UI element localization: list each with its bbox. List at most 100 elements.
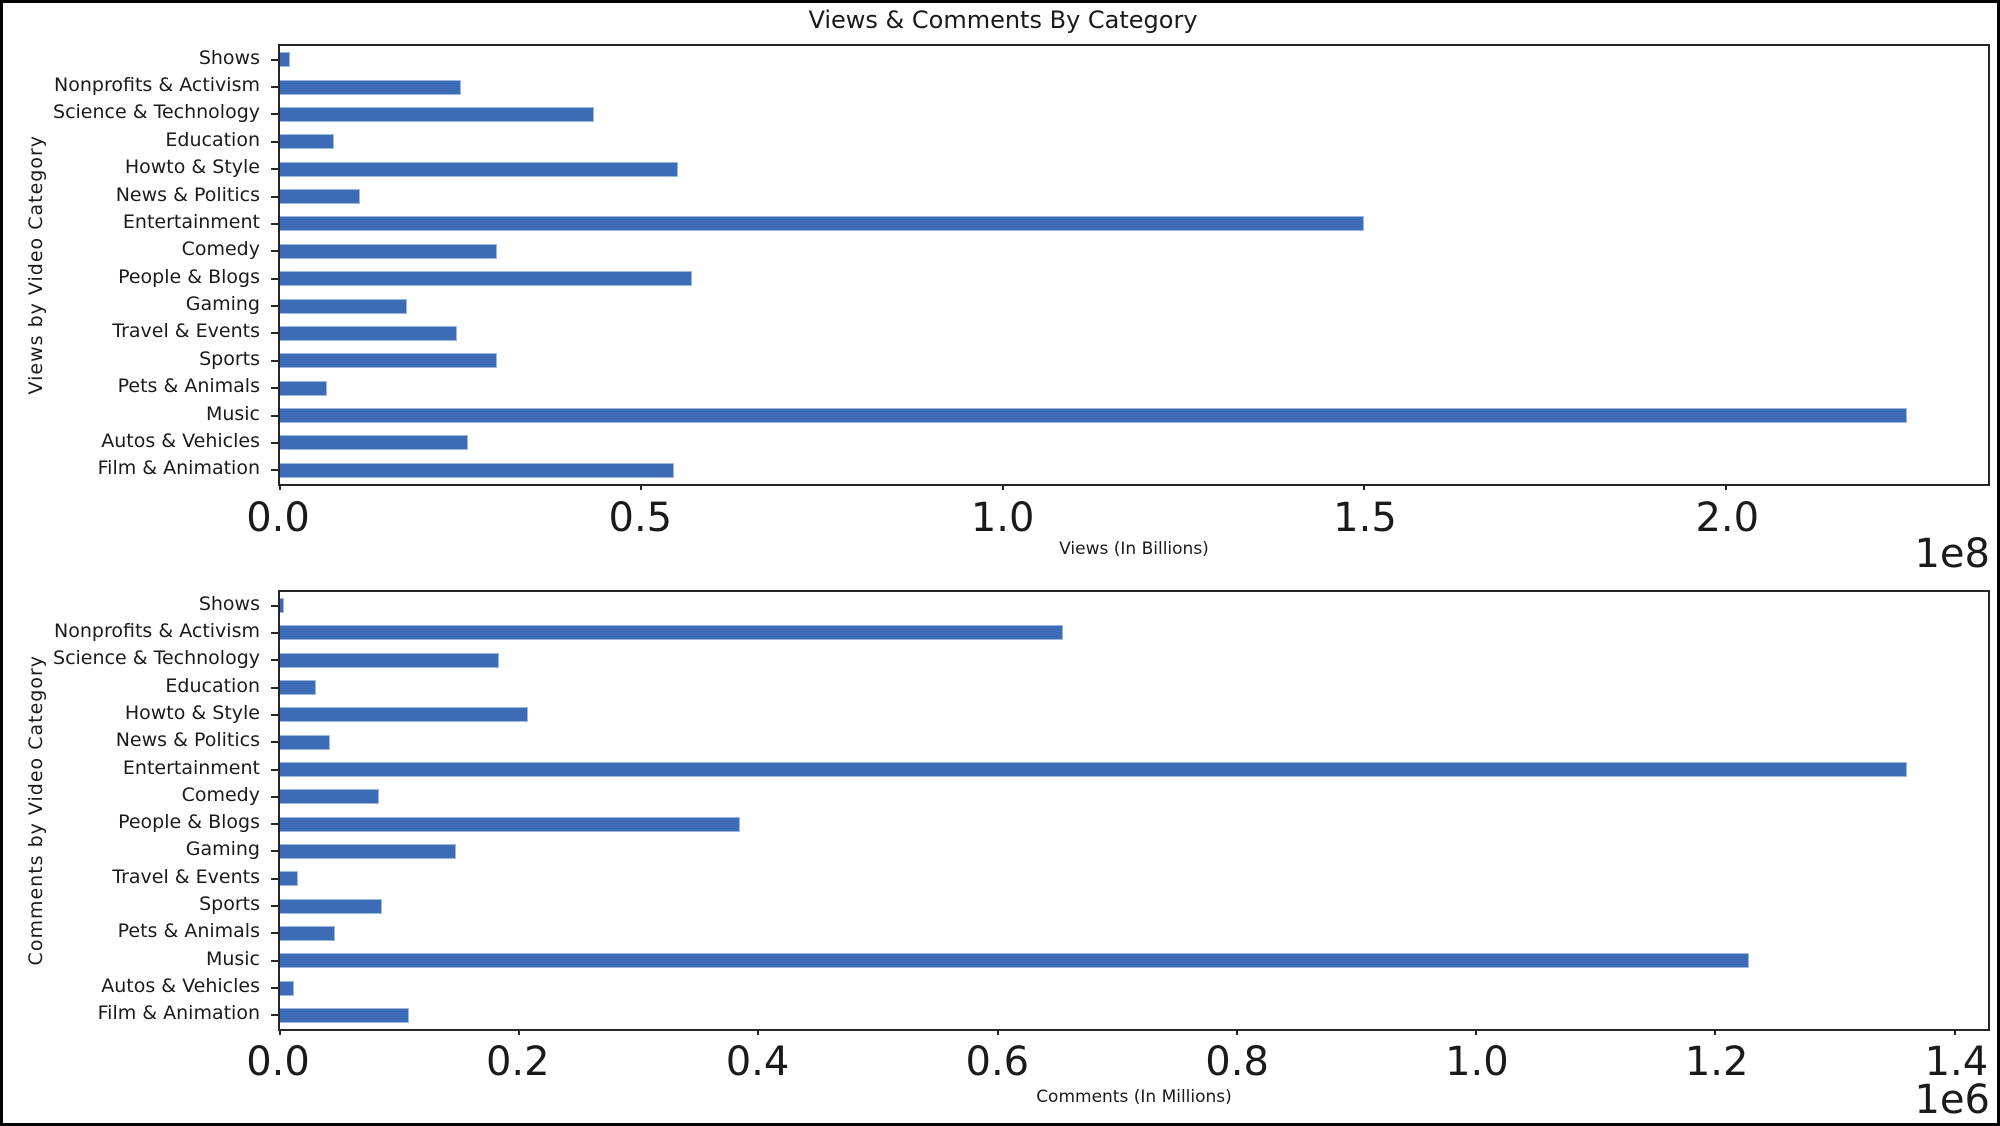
bar-education bbox=[280, 680, 316, 696]
x-tick-mark-2.0 bbox=[1724, 484, 1727, 490]
comments-plot-area bbox=[271, 590, 1990, 1035]
bar-entertainment bbox=[280, 762, 1907, 778]
bar-howto-and-style bbox=[280, 161, 678, 177]
y-tick-mark-pets-and-animals bbox=[271, 387, 278, 390]
y-tick-mark-comedy bbox=[271, 250, 278, 253]
x-tick-mark-1.4 bbox=[1953, 1029, 1956, 1035]
category-label-sports: Sports bbox=[199, 347, 260, 370]
bar-music bbox=[280, 953, 1749, 969]
comments-y-tick-labels: Shows Nonprofits & Activism Science & Tech… bbox=[3, 590, 268, 1031]
bar-pets-and-animals bbox=[280, 380, 327, 396]
x-tick-label-1.5: 1.5 bbox=[1333, 495, 1397, 541]
category-label-people-and-blogs: People & Blogs bbox=[118, 811, 260, 834]
y-tick-mark-gaming bbox=[271, 305, 278, 308]
category-label-music: Music bbox=[205, 402, 260, 425]
y-tick-mark-autos-and-vehicles bbox=[271, 441, 278, 444]
x-tick-label-0.8: 0.8 bbox=[1205, 1039, 1269, 1085]
category-label-education: Education bbox=[165, 674, 260, 697]
category-label-people-and-blogs: People & Blogs bbox=[118, 265, 260, 288]
y-tick-mark-news-and-politics bbox=[271, 195, 278, 198]
y-tick-mark-gaming bbox=[271, 850, 278, 853]
category-label-travel-and-events: Travel & Events bbox=[112, 320, 260, 343]
category-label-pets-and-animals: Pets & Animals bbox=[117, 920, 260, 943]
category-label-comedy: Comedy bbox=[181, 783, 260, 806]
y-tick-mark-science-and-technology bbox=[271, 659, 278, 662]
bar-news-and-politics bbox=[280, 189, 360, 205]
category-label-autos-and-vehicles: Autos & Vehicles bbox=[101, 975, 260, 998]
x-tick-mark-0.6 bbox=[996, 1029, 999, 1035]
category-label-comedy: Comedy bbox=[181, 238, 260, 261]
category-label-entertainment: Entertainment bbox=[122, 210, 260, 233]
x-tick-mark-0.5 bbox=[640, 484, 643, 490]
y-tick-mark-entertainment bbox=[271, 222, 278, 225]
x-tick-label-0.2: 0.2 bbox=[485, 1039, 550, 1085]
y-tick-mark-pets-and-animals bbox=[271, 932, 278, 935]
bar-nonprofits-and-activism bbox=[280, 79, 461, 95]
views-x-axis-title: Views (In Billions) bbox=[1059, 539, 1209, 559]
category-label-film-and-animation: Film & Animation bbox=[97, 457, 260, 480]
bar-travel-and-events bbox=[280, 325, 458, 341]
category-label-shows: Shows bbox=[198, 592, 260, 615]
x-tick-label-0.0: 0.0 bbox=[246, 1039, 310, 1085]
bar-shows bbox=[280, 52, 291, 68]
x-tick-label-0.0: 0.0 bbox=[246, 495, 310, 541]
y-tick-mark-film-and-animation bbox=[271, 1014, 278, 1017]
category-label-howto-and-style: Howto & Style bbox=[124, 156, 260, 179]
y-tick-mark-music bbox=[271, 414, 278, 417]
y-tick-mark-science-and-technology bbox=[271, 113, 278, 116]
x-tick-label-1.0: 1.0 bbox=[970, 495, 1035, 541]
bar-science-and-technology bbox=[280, 106, 595, 122]
x-tick-label-1.4: 1.4 bbox=[1924, 1039, 1989, 1085]
bar-comedy bbox=[280, 243, 497, 259]
bar-pets-and-animals bbox=[280, 925, 336, 941]
category-label-nonprofits-and-activism: Nonprofits & Activism bbox=[54, 619, 260, 642]
y-tick-mark-film-and-animation bbox=[271, 469, 278, 472]
y-tick-mark-howto-and-style bbox=[271, 168, 278, 171]
y-tick-mark-nonprofits-and-activism bbox=[271, 631, 278, 634]
x-tick-mark-0.8 bbox=[1235, 1029, 1238, 1035]
y-tick-mark-people-and-blogs bbox=[271, 823, 278, 826]
category-label-sports: Sports bbox=[199, 893, 260, 916]
y-tick-mark-sports bbox=[271, 359, 278, 362]
y-tick-mark-education bbox=[271, 140, 278, 143]
x-tick-mark-0.2 bbox=[518, 1029, 521, 1035]
bar-sports bbox=[280, 353, 497, 369]
bar-science-and-technology bbox=[280, 652, 499, 668]
bar-film-and-animation bbox=[280, 1007, 410, 1023]
y-tick-mark-autos-and-vehicles bbox=[271, 987, 278, 990]
x-tick-mark-1.0 bbox=[1001, 484, 1004, 490]
chart-title: Views & Comments By Category bbox=[808, 6, 1198, 34]
comments-x-axis-title: Comments (In Millions) bbox=[1036, 1087, 1232, 1107]
category-label-entertainment: Entertainment bbox=[122, 756, 260, 779]
bar-gaming bbox=[280, 843, 456, 859]
category-label-music: Music bbox=[205, 947, 260, 970]
category-label-nonprofits-and-activism: Nonprofits & Activism bbox=[54, 74, 260, 97]
bar-nonprofits-and-activism bbox=[280, 625, 1064, 641]
bar-education bbox=[280, 134, 335, 150]
x-tick-mark-1.0 bbox=[1475, 1029, 1478, 1035]
category-label-education: Education bbox=[165, 128, 260, 151]
y-tick-mark-travel-and-events bbox=[271, 332, 278, 335]
views-plot-area bbox=[271, 44, 1990, 490]
x-tick-mark-0.0 bbox=[279, 1029, 281, 1035]
x-tick-mark-1.5 bbox=[1363, 484, 1366, 490]
x-tick-label-1.2: 1.2 bbox=[1684, 1039, 1749, 1085]
comments-x-tick-labels: 0.0 0.2 0.4 0.6 0.8 1.0 1.2 1.4 bbox=[246, 1039, 1990, 1091]
bar-shows bbox=[280, 598, 284, 614]
category-label-pets-and-animals: Pets & Animals bbox=[117, 375, 260, 398]
category-label-news-and-politics: News & Politics bbox=[115, 183, 260, 206]
bar-sports bbox=[280, 898, 382, 914]
x-tick-label-1.0: 1.0 bbox=[1445, 1039, 1509, 1085]
bar-entertainment bbox=[280, 216, 1365, 232]
category-label-science-and-technology: Science & Technology bbox=[53, 647, 260, 670]
bar-news-and-politics bbox=[280, 734, 331, 750]
category-label-travel-and-events: Travel & Events bbox=[112, 865, 260, 888]
category-label-science-and-technology: Science & Technology bbox=[53, 101, 260, 124]
views-axis-offset-label: 1e8 bbox=[1914, 531, 1990, 577]
y-tick-mark-music bbox=[271, 959, 278, 962]
x-tick-mark-1.2 bbox=[1714, 1029, 1717, 1035]
category-label-shows: Shows bbox=[198, 46, 260, 69]
y-tick-mark-entertainment bbox=[271, 768, 278, 771]
y-tick-mark-howto-and-style bbox=[271, 713, 278, 716]
